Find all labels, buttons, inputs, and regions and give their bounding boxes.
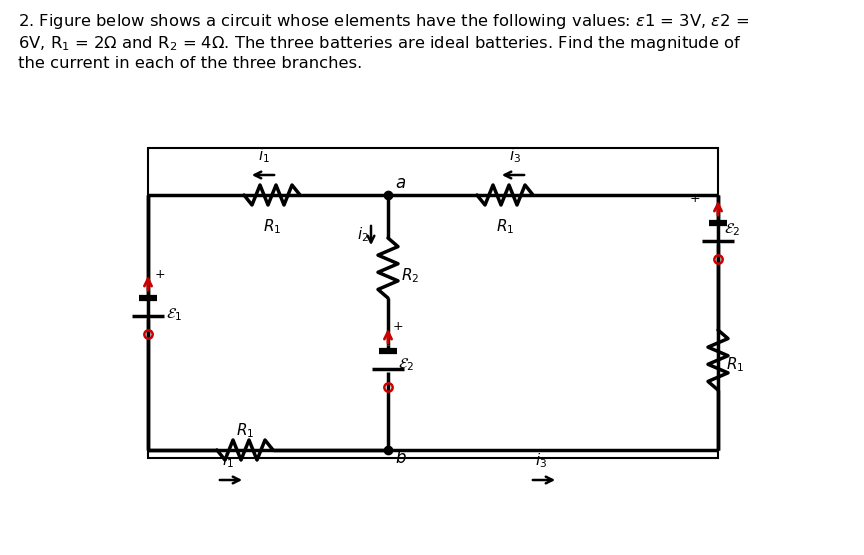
Text: +: + xyxy=(393,320,403,334)
Text: $i_2$: $i_2$ xyxy=(357,226,369,244)
Text: $\mathcal{E}_2$: $\mathcal{E}_2$ xyxy=(398,357,414,374)
Text: $i_3$: $i_3$ xyxy=(509,147,521,165)
Text: $R_1$: $R_1$ xyxy=(726,356,744,375)
Bar xyxy=(148,148,718,458)
Text: +: + xyxy=(155,268,166,280)
Text: $\mathcal{E}_1$: $\mathcal{E}_1$ xyxy=(166,307,182,324)
Text: the current in each of the three branches.: the current in each of the three branche… xyxy=(18,56,362,71)
Text: 2. Figure below shows a circuit whose elements have the following values: $\vare: 2. Figure below shows a circuit whose el… xyxy=(18,12,749,31)
Text: 6V, R$_1$ = 2$\Omega$ and R$_2$ = 4$\Omega$. The three batteries are ideal batte: 6V, R$_1$ = 2$\Omega$ and R$_2$ = 4$\Ome… xyxy=(18,34,741,53)
Text: $R_1$: $R_1$ xyxy=(236,421,254,440)
Text: $R_2$: $R_2$ xyxy=(401,266,419,285)
Text: $b$: $b$ xyxy=(395,449,407,467)
Text: $a$: $a$ xyxy=(395,174,406,192)
Text: $i_3$: $i_3$ xyxy=(535,451,547,470)
Text: $\mathcal{E}_2$: $\mathcal{E}_2$ xyxy=(724,221,740,238)
Text: $i_1$: $i_1$ xyxy=(258,147,270,165)
Text: $R_1$: $R_1$ xyxy=(263,217,281,236)
Text: +: + xyxy=(690,193,701,205)
Text: $i_1$: $i_1$ xyxy=(222,451,234,470)
Text: $R_1$: $R_1$ xyxy=(496,217,514,236)
